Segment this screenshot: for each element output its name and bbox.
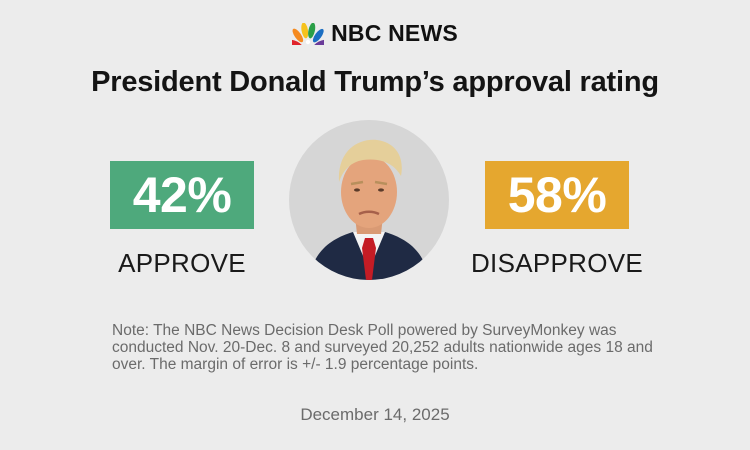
brand-header: NBC NEWS xyxy=(0,20,750,47)
methodology-note: Note: The NBC News Decision Desk Poll po… xyxy=(112,322,653,373)
disapprove-value-box: 58% xyxy=(485,161,629,229)
approve-value: 42% xyxy=(132,167,232,223)
portrait xyxy=(289,120,449,280)
portrait-icon xyxy=(309,139,429,280)
approve-label: APPROVE xyxy=(118,248,246,278)
approve-value-box: 42% xyxy=(110,161,254,229)
brand-name: NBC NEWS xyxy=(331,20,458,46)
disapprove-label: DISAPPROVE xyxy=(470,248,644,278)
chart-title: President Donald Trump’s approval rating xyxy=(91,66,659,98)
publish-date: December 14, 2025 xyxy=(300,405,450,424)
disapprove-value: 58% xyxy=(507,167,607,223)
nbc-peacock-icon xyxy=(292,22,325,45)
